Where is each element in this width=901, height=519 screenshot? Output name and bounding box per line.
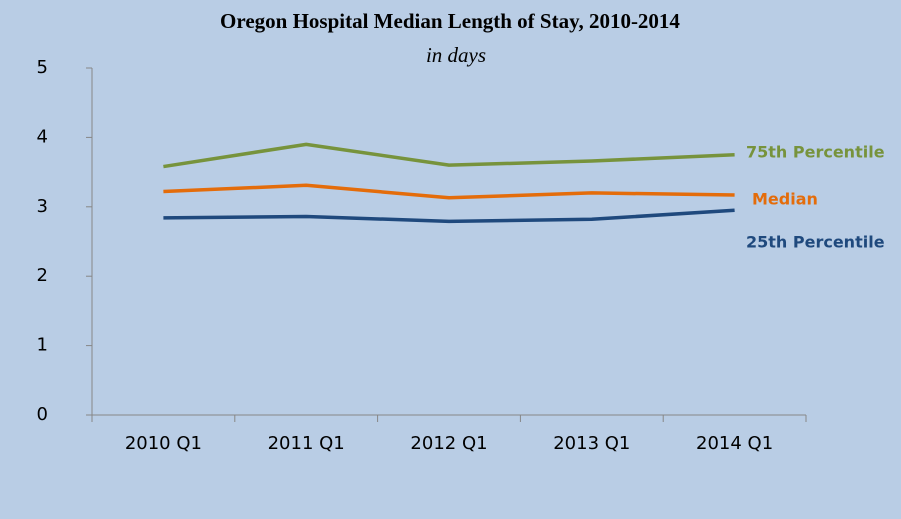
- x-tick-label: 2011 Q1: [268, 433, 345, 454]
- y-tick-label: 2: [37, 265, 48, 286]
- y-tick-label: 1: [37, 335, 48, 356]
- y-tick-label: 4: [37, 126, 48, 147]
- chart-subtitle: in days: [426, 43, 486, 67]
- series-line: [163, 208, 735, 224]
- y-tick-label: 5: [37, 57, 48, 78]
- series-label: 25th Percentile: [746, 233, 885, 252]
- x-tick-label: 2010 Q1: [125, 433, 202, 454]
- x-tick-label: 2013 Q1: [553, 433, 630, 454]
- x-tick-label: 2014 Q1: [696, 433, 773, 454]
- series-line: [163, 142, 735, 169]
- series-label: Median: [752, 190, 818, 209]
- y-tick-label: 0: [37, 404, 48, 425]
- chart-title: Oregon Hospital Median Length of Stay, 2…: [220, 9, 680, 33]
- series-label: 75th Percentile: [746, 143, 885, 162]
- series-line: [163, 183, 735, 200]
- x-tick-label: 2012 Q1: [410, 433, 487, 454]
- y-tick-label: 3: [37, 196, 48, 217]
